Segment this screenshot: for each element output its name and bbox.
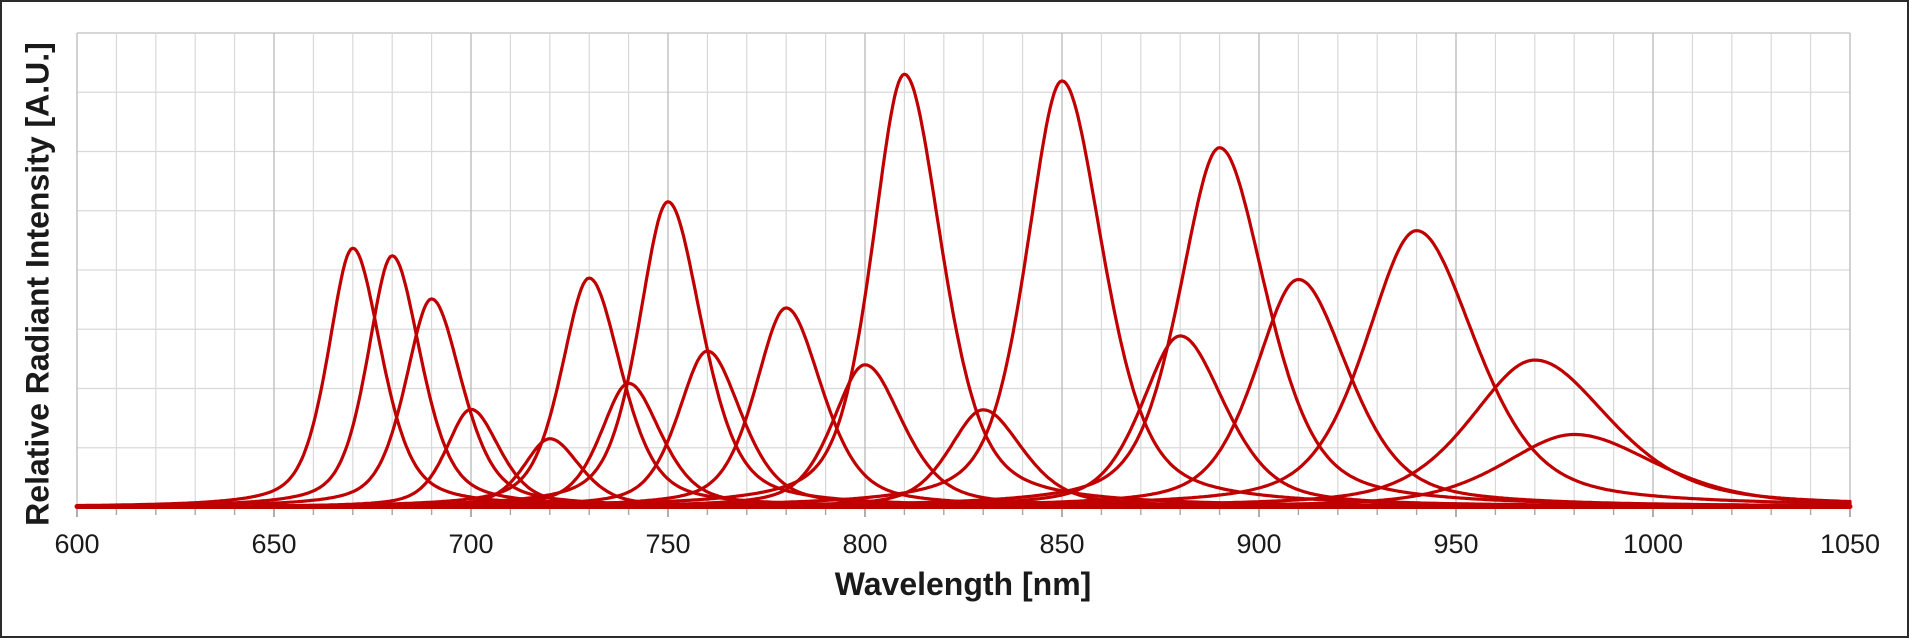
spectrum-curve-690nm (75, 297, 1852, 509)
x-tick-label: 900 (1236, 529, 1282, 559)
x-tick-label: 650 (251, 529, 297, 559)
spectrum-curve-750nm (75, 200, 1852, 509)
spectrum-curve-810nm (75, 72, 1852, 509)
x-tick-label: 800 (842, 529, 888, 559)
x-tick-label: 1000 (1622, 529, 1684, 559)
x-axis-title: Wavelength [nm] (834, 566, 1092, 602)
x-tick-label: 1050 (1819, 529, 1881, 559)
x-tick-label: 700 (448, 529, 494, 559)
x-tick-label: 950 (1433, 529, 1479, 559)
y-axis-title: Relative Radiant Intensity [A.U.] (19, 42, 56, 526)
x-tick-label: 600 (54, 529, 100, 559)
spectrum-curve-780nm (75, 306, 1852, 509)
x-tick-label: 750 (645, 529, 691, 559)
spectrum-curve-850nm (75, 79, 1852, 509)
spectrum-curve-740nm (75, 381, 1852, 509)
x-tick-label: 850 (1039, 529, 1085, 559)
